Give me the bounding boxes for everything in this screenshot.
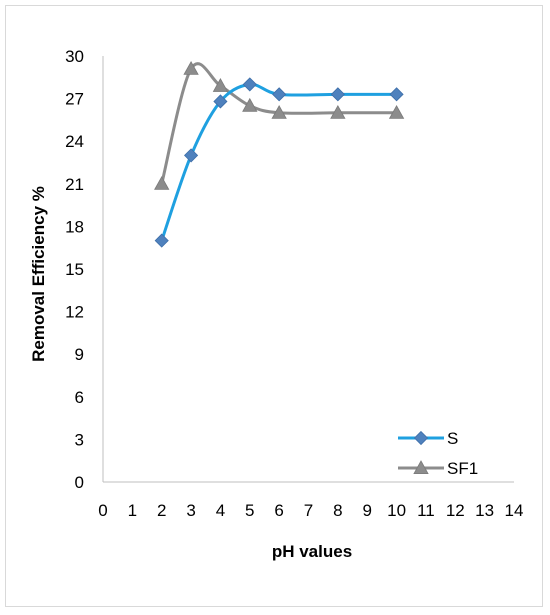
data-point-s — [154, 233, 169, 248]
x-tick-label: 11 — [417, 501, 435, 520]
x-tick-labels: 0 1 2 3 4 5 6 7 8 9 10 11 12 13 14 — [98, 501, 523, 520]
axes — [102, 56, 514, 483]
y-tick-label: 18 — [65, 217, 84, 236]
series-markers — [154, 60, 405, 248]
data-point-sf1 — [242, 97, 258, 112]
data-point-sf1 — [330, 104, 346, 119]
data-point-s — [184, 148, 199, 163]
y-tick-label: 12 — [65, 303, 84, 322]
data-point-s — [389, 87, 404, 102]
y-tick-labels: 0 3 6 9 12 15 18 21 24 27 30 — [65, 47, 84, 492]
data-point-s — [330, 87, 345, 102]
y-tick-label: 0 — [75, 473, 84, 492]
data-point-sf1 — [154, 175, 170, 190]
x-tick-label: 1 — [128, 501, 137, 520]
y-tick-label: 15 — [65, 260, 84, 279]
legend-label-sf1: SF1 — [447, 459, 478, 478]
legend-label-s: S — [447, 429, 458, 448]
x-tick-label: 6 — [274, 501, 283, 520]
chart-area: 0 3 6 9 12 15 18 21 24 27 30 0 1 2 3 4 5 6 7 8 9 10 11 12 13 14 … — [5, 5, 543, 607]
data-point-s — [242, 77, 257, 92]
y-tick-label: 21 — [65, 175, 84, 194]
y-tick-label: 30 — [65, 47, 84, 66]
data-point-sf1 — [212, 77, 229, 92]
y-tick-label: 3 — [75, 430, 84, 449]
series-line-sf1 — [160, 62, 399, 186]
x-tick-label: 7 — [304, 501, 313, 520]
x-tick-label: 13 — [475, 501, 494, 520]
x-tick-label: 9 — [362, 501, 371, 520]
x-axis-title: pH values — [272, 542, 352, 561]
data-point-sf1 — [271, 104, 287, 119]
data-point-sf1 — [183, 60, 199, 75]
x-tick-label: 12 — [446, 501, 465, 520]
y-axis-title: Removal Efficiency % — [29, 186, 48, 362]
x-tick-label: 8 — [333, 501, 342, 520]
legend-marker-s — [413, 430, 429, 446]
x-tick-label: 5 — [245, 501, 254, 520]
legend: S SF1 — [398, 429, 478, 478]
data-point-s — [213, 94, 228, 109]
x-tick-label: 2 — [157, 501, 166, 520]
x-tick-label: 0 — [98, 501, 107, 520]
x-tick-label: 4 — [216, 501, 225, 520]
x-tick-label: 10 — [387, 501, 406, 520]
legend-marker-sf1 — [413, 460, 429, 474]
data-point-s — [272, 87, 287, 102]
y-tick-label: 24 — [65, 132, 84, 151]
x-tick-label: 3 — [186, 501, 195, 520]
y-tick-label: 27 — [65, 90, 84, 109]
data-point-sf1 — [388, 104, 405, 119]
y-tick-label: 9 — [75, 345, 84, 364]
x-tick-label: 14 — [505, 501, 524, 520]
y-tick-label: 6 — [75, 388, 84, 407]
